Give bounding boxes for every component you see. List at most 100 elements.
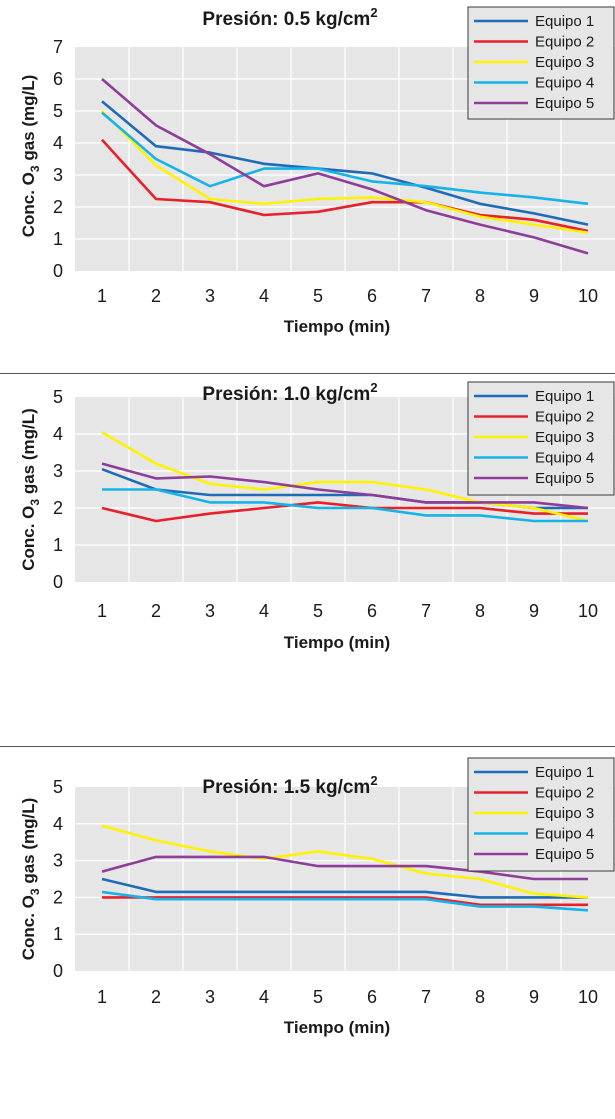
chart-svg-2: 0 1 2 3 4 5 1 2 3 4 5 6 7 8 9 10 Tiempo (min) Conc. O3 ga… [0,373,615,652]
series-line-equipo-1 [101,100,589,226]
x-tick-label: 7 [421,987,431,1007]
x-tick-label: 1 [97,601,107,621]
y-tick-label: 6 [53,69,63,89]
x-tick-label: 1 [97,987,107,1007]
legend-label: Equipo 3 [535,429,594,446]
y-tick-label: 5 [53,101,63,121]
y-tick-label: 1 [53,229,63,249]
chart-panel-1: 0 1 2 3 4 5 6 7 1 2 3 4 5 6 7 8 9 10 Tiempo (min) Conc. O3 … [0,0,615,373]
legend-label: Equipo 1 [535,13,594,30]
legend-box [467,757,615,872]
legend: Equipo 1 Equipo 2 Equipo 3 Equipo 4 Equipo 5 [467,381,615,496]
y-tick-label: 2 [53,197,63,217]
y-tick-label: 1 [53,924,63,944]
x-tick-label: 4 [259,286,269,306]
series-line-equipo-4 [101,111,589,206]
legend-label: Equipo 3 [535,54,594,71]
series-line-equipo-4 [102,488,588,523]
x-tick-label: 7 [421,601,431,621]
legend-label: Equipo 1 [535,764,594,781]
legend-label: Equipo 4 [535,450,594,467]
y-tick-label: 4 [53,814,63,834]
x-tick-label: 6 [367,987,377,1007]
y-tick-label: 3 [53,461,63,481]
x-tick-label: 1 [97,286,107,306]
x-tick-label: 3 [205,987,215,1007]
chart-panel-3: 0 1 2 3 4 5 1 2 3 4 5 6 7 8 9 10 Tiempo (min) Conc. O3 ga… [0,746,615,1119]
y-tick-label: 4 [53,424,63,444]
y-tick-label: 2 [53,887,63,907]
legend-box [467,381,615,496]
chart-title: Presión: 0.5 kg/cm2 [202,5,377,30]
y-tick-label: 0 [53,261,63,281]
y-tick-label: 1 [53,535,63,555]
y-tick-label: 2 [53,498,63,518]
legend-label: Equipo 4 [535,826,594,843]
y-tick-label: 4 [53,133,63,153]
x-tick-label: 4 [259,601,269,621]
series-line-equipo-5 [101,462,589,510]
series-line-equipo-1 [101,877,588,899]
series-line-equipo-2 [101,501,588,523]
x-tick-label: 10 [578,987,598,1007]
x-tick-label: 6 [367,286,377,306]
x-tick-label: 6 [367,601,377,621]
y-tick-label: 0 [53,961,63,981]
series-line-equipo-5 [101,855,588,881]
legend-label: Equipo 3 [535,805,594,822]
x-tick-label: 2 [151,601,161,621]
series-line-equipo-3 [101,431,589,523]
x-tick-label: 10 [578,601,598,621]
legend-label: Equipo 4 [535,75,594,92]
x-tick-label: 2 [151,987,161,1007]
x-tick-label: 2 [151,286,161,306]
legend-label: Equipo 2 [535,409,594,426]
x-tick-label: 5 [313,601,323,621]
x-tick-label: 9 [529,601,539,621]
x-tick-label: 3 [205,286,215,306]
series-line-equipo-3 [101,824,589,899]
chart-svg-1: 0 1 2 3 4 5 6 7 1 2 3 4 5 6 7 8 9 10 Tiempo (min) Conc. O3 … [19,5,615,336]
x-tick-label: 3 [205,601,215,621]
x-tick-label: 5 [313,286,323,306]
y-tick-label: 0 [53,572,63,592]
x-tick-label: 8 [475,601,485,621]
y-tick-label: 3 [53,165,63,185]
chart-title: Presión: 1.5 kg/cm2 [202,773,377,798]
legend-label: Equipo 5 [535,846,594,863]
x-tick-label: 4 [259,987,269,1007]
x-axis-title: Tiempo (min) [284,633,390,652]
legend-label: Equipo 1 [535,388,594,405]
y-tick-label: 7 [53,37,63,57]
series-line-equipo-3 [101,110,589,234]
y-axis-title: Conc. O3 gas (mg/L) [19,408,42,571]
x-tick-label: 9 [529,987,539,1007]
x-axis-title: Tiempo (min) [284,1018,390,1037]
x-tick-label: 7 [421,286,431,306]
series-line-equipo-5 [101,78,589,255]
chart-panel-2: 0 1 2 3 4 5 1 2 3 4 5 6 7 8 9 10 Tiempo (min) Conc. O3 ga… [0,373,615,746]
legend-label: Equipo 5 [535,95,594,112]
x-tick-label: 10 [578,286,598,306]
series-line-equipo-2 [101,138,589,233]
x-tick-label: 8 [475,987,485,1007]
x-tick-label: 5 [313,987,323,1007]
x-tick-label: 8 [475,286,485,306]
y-tick-label: 3 [53,851,63,871]
legend: Equipo 1 Equipo 2 Equipo 3 Equipo 4 Equipo 5 [467,6,615,120]
legend-label: Equipo 5 [535,470,594,487]
legend: Equipo 1 Equipo 2 Equipo 3 Equipo 4 Equipo 5 [467,757,615,872]
chart-title: Presión: 1.0 kg/cm2 [202,380,377,405]
x-axis-title: Tiempo (min) [284,317,390,336]
y-axis-title: Conc. O3 gas (mg/L) [19,798,42,961]
y-tick-label: 5 [53,777,63,797]
x-tick-label: 9 [529,286,539,306]
legend-label: Equipo 2 [535,785,594,802]
y-axis-title: Conc. O3 gas (mg/L) [19,75,42,238]
y-tick-label: 5 [53,387,63,407]
series-line-equipo-2 [102,896,588,907]
chart-svg-3: 0 1 2 3 4 5 1 2 3 4 5 6 7 8 9 10 Tiempo (min) Conc. O3 ga… [0,746,615,1037]
legend-label: Equipo 2 [535,34,594,51]
series-line-equipo-4 [101,890,589,912]
